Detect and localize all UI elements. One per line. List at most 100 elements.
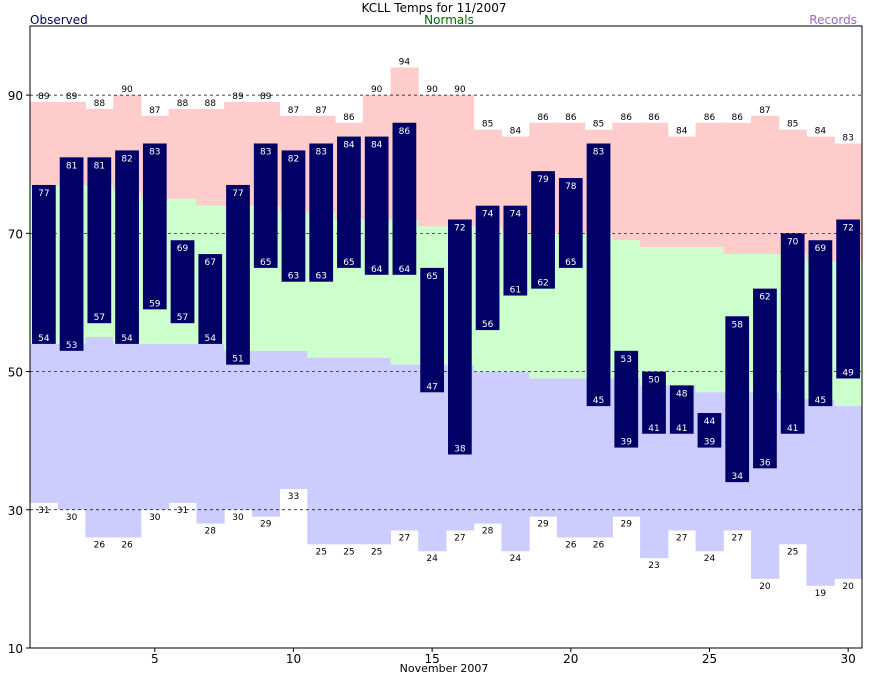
observed-high-label: 74 [510,210,522,220]
y-tick-label: 10 [8,642,23,656]
record-high-band [751,115,780,255]
observed-high-label: 69 [815,244,827,254]
observed-high-label: 84 [371,141,383,151]
observed-high-label: 82 [288,154,299,164]
record-low-label: 28 [205,527,217,537]
observed-bar [558,178,583,268]
record-high-label: 87 [149,106,160,116]
observed-high-label: 69 [177,244,189,254]
observed-high-label: 83 [260,147,271,157]
record-low-label: 28 [482,527,494,537]
observed-low-label: 51 [232,355,243,365]
observed-high-label: 62 [759,293,770,303]
record-high-label: 86 [565,113,577,123]
observed-low-label: 63 [288,272,299,282]
record-high-label: 90 [426,85,438,95]
record-low-label: 20 [759,582,771,592]
x-tick-label: 10 [286,652,301,666]
observed-high-label: 48 [676,389,688,399]
plot-frame [29,25,863,649]
observed-bar [697,413,722,448]
observed-high-label: 67 [205,258,216,268]
record-low-band [834,406,863,579]
observed-bar [170,240,195,324]
record-high-label: 84 [676,127,688,137]
observed-low-label: 65 [565,258,576,268]
record-low-label: 24 [510,554,522,564]
record-high-label: 94 [399,57,411,67]
observed-high-label: 83 [149,147,160,157]
record-low-band [279,350,308,490]
record-low-label: 27 [399,534,410,544]
record-low-label: 25 [787,547,798,557]
record-low-label: 31 [177,506,188,516]
record-low-band [85,337,114,538]
record-high-label: 86 [621,113,633,123]
record-low-label: 26 [565,540,577,550]
record-high-band [418,95,447,227]
normal-band [667,247,697,386]
record-high-label: 84 [815,127,827,137]
x-tick-label: 20 [563,652,578,666]
observed-high-label: 77 [38,189,49,199]
record-high-band [612,122,641,241]
observed-low-label: 53 [66,341,77,351]
record-low-band [251,350,281,517]
record-high-label: 86 [537,113,549,123]
observed-high-label: 58 [731,320,743,330]
observed-low-label: 54 [121,334,133,344]
y-tick-label: 90 [8,89,23,103]
record-high-band [196,108,225,206]
plot-area: 89 31 89 30 88 26 90 26 87 30 88 31 88 28 89 30 89 29 87 33… [8,25,863,666]
record-high-label: 86 [704,113,716,123]
x-tick-label: 15 [424,652,439,666]
chart-title: KCLL Temps for 11/2007 [362,1,507,15]
record-low-label: 30 [232,513,244,523]
record-high-label: 87 [759,106,770,116]
y-tick-label: 70 [8,227,23,241]
observed-low-label: 57 [94,313,105,323]
legend-normals: Normals [424,13,474,27]
record-low-band [390,364,419,531]
observed-bar [253,143,278,268]
record-high-label: 83 [842,133,853,143]
observed-bar [753,288,777,469]
observed-low-label: 41 [787,424,798,434]
record-high-band [695,122,724,248]
observed-low-label: 57 [177,313,188,323]
observed-bar [614,350,639,448]
x-tick-label: 25 [702,652,717,666]
observed-bar [392,122,417,275]
observed-high-label: 84 [343,141,355,151]
observed-low-label: 65 [343,258,354,268]
record-high-label: 85 [787,120,798,130]
record-high-label: 85 [593,120,604,130]
record-low-label: 27 [676,534,687,544]
observed-low-label: 64 [371,265,383,275]
x-axis-label: November 2007 [400,662,489,675]
record-low-label: 26 [121,540,133,550]
observed-bar [337,136,361,268]
record-high-label: 86 [648,113,660,123]
observed-bar [309,143,334,282]
observed-high-label: 79 [537,175,549,185]
record-high-label: 88 [177,99,189,109]
observed-low-label: 63 [315,272,326,282]
record-high-band [640,122,669,248]
record-high-label: 84 [510,127,522,137]
record-low-label: 20 [842,582,854,592]
observed-low-label: 49 [842,368,854,378]
observed-bar [448,219,472,455]
observed-high-label: 86 [399,127,411,137]
record-low-band [362,357,392,545]
observed-bar [87,157,112,324]
y-tick-label: 30 [8,504,23,518]
record-low-label: 29 [537,520,549,530]
record-high-label: 89 [260,92,272,102]
observed-high-label: 77 [232,189,243,199]
observed-high-label: 53 [621,355,632,365]
record-low-label: 30 [66,513,78,523]
record-low-label: 30 [149,513,161,523]
record-low-label: 33 [288,492,299,502]
record-low-label: 26 [593,540,605,550]
